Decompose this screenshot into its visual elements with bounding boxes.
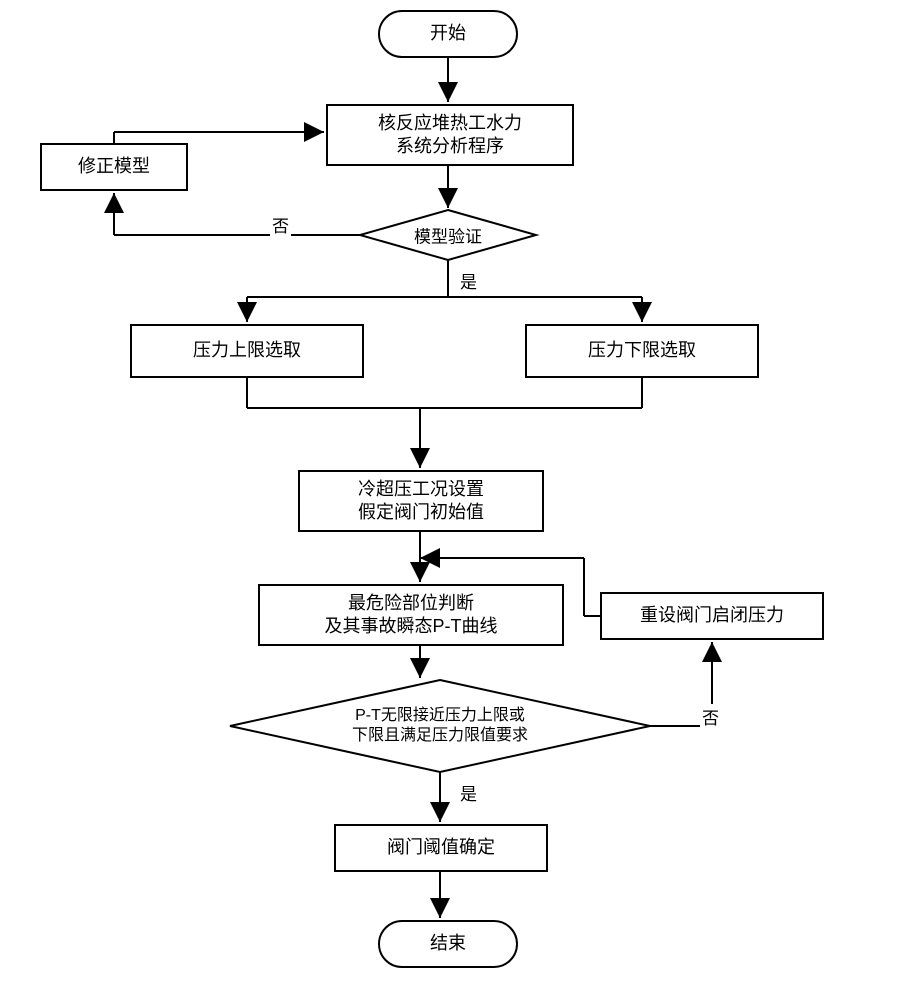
check-label: P-T无限接近压力上限或下限且满足压力限值要求 xyxy=(352,706,528,746)
start-label: 开始 xyxy=(430,22,466,45)
correct-model-node: 修正模型 xyxy=(40,143,188,191)
validate-diamond: 模型验证 xyxy=(360,210,536,260)
analysis-node: 核反应堆热工水力 系统分析程序 xyxy=(326,104,574,166)
lower-label: 压力下限选取 xyxy=(588,339,696,362)
yes-label-1: 是 xyxy=(458,268,479,293)
no-label-1: 否 xyxy=(270,212,291,237)
lower-limit-node: 压力下限选取 xyxy=(525,324,759,378)
end-node: 结束 xyxy=(378,920,518,968)
yes-label-2: 是 xyxy=(458,780,479,805)
no-label-2: 否 xyxy=(700,704,721,729)
validate-label: 模型验证 xyxy=(414,223,482,248)
start-node: 开始 xyxy=(378,10,518,58)
confirm-node: 阀门阈值确定 xyxy=(334,824,548,872)
confirm-label: 阀门阈值确定 xyxy=(387,836,495,859)
reset-label: 重设阀门启闭压力 xyxy=(640,604,784,627)
end-label: 结束 xyxy=(430,932,466,955)
check-diamond: P-T无限接近压力上限或下限且满足压力限值要求 xyxy=(230,680,650,772)
upper-label: 压力上限选取 xyxy=(193,339,301,362)
danger-node: 最危险部位判断 及其事故瞬态P-T曲线 xyxy=(258,584,564,646)
danger-label: 最危险部位判断 及其事故瞬态P-T曲线 xyxy=(325,592,498,639)
reset-node: 重设阀门启闭压力 xyxy=(600,592,824,640)
assume-label: 冷超压工况设置 假定阀门初始值 xyxy=(358,478,484,525)
analysis-label: 核反应堆热工水力 系统分析程序 xyxy=(378,112,522,159)
upper-limit-node: 压力上限选取 xyxy=(130,324,364,378)
correct-label: 修正模型 xyxy=(78,155,150,178)
assume-node: 冷超压工况设置 假定阀门初始值 xyxy=(298,470,544,532)
